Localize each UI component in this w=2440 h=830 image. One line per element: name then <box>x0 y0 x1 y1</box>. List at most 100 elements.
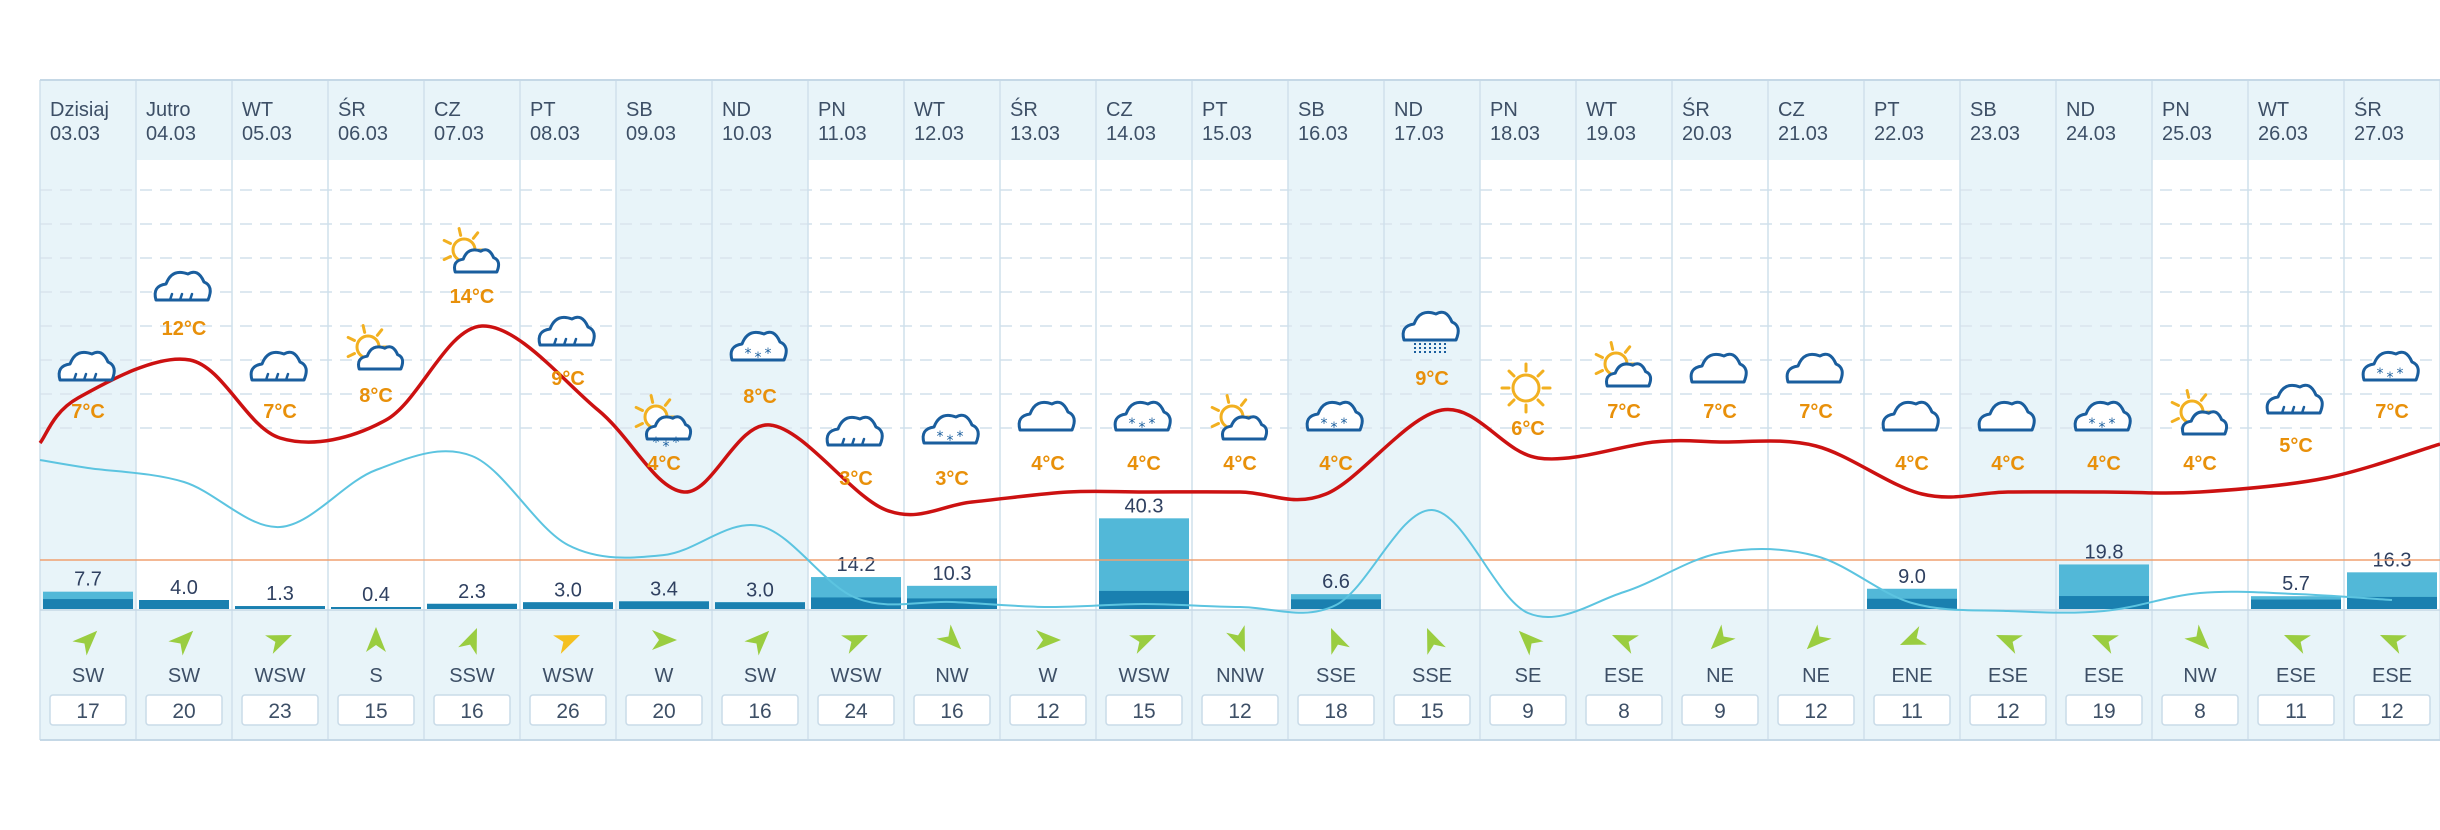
wind-speed-box <box>1393 694 1471 726</box>
precip-bar-fill <box>139 600 229 609</box>
wind-speed-box <box>529 694 607 726</box>
wind-direction: W <box>655 665 674 687</box>
rain-drop <box>72 372 78 382</box>
precip-bar-fill <box>2059 596 2149 609</box>
rain-drop <box>284 372 290 382</box>
precip-label: 0.4 <box>362 584 390 606</box>
sun-ray <box>442 238 452 245</box>
arrow-shape <box>1129 635 1157 654</box>
cloud-shape <box>825 415 884 447</box>
cloud-rain-icon <box>249 350 308 382</box>
wind-speed: 15 <box>1420 700 1443 723</box>
snow-flake: * <box>947 433 954 449</box>
sun-cloud-icon <box>346 324 405 371</box>
wind-arrow-icon <box>168 630 194 656</box>
wind-arrow-icon <box>936 624 962 650</box>
wind-direction: ESE <box>2372 665 2412 687</box>
arrow-shape <box>2091 635 2119 654</box>
precip-bar-fill <box>427 603 517 609</box>
precip-bar-fill <box>715 602 805 609</box>
wind-direction: NE <box>1802 665 1830 687</box>
cloud-snow-icon: * * * <box>729 330 788 366</box>
temperature-label: 4°C <box>2087 453 2121 475</box>
precip-bar-fill <box>619 601 709 609</box>
arrow-shape <box>2283 635 2311 654</box>
snow-flake: * <box>1321 416 1328 432</box>
wind-direction: S <box>369 665 382 687</box>
wind-arrow-icon <box>72 630 98 656</box>
wind-direction: WSW <box>1118 665 1169 687</box>
wind-arrow-icon <box>1226 625 1245 653</box>
wind-arrow-icon <box>265 635 293 654</box>
wind-direction: W <box>1039 665 1058 687</box>
precip-label: 6.6 <box>1322 571 1350 593</box>
rain-drop <box>572 337 578 347</box>
day-date: 18.03 <box>1490 123 1540 145</box>
sun-ray <box>1210 422 1220 429</box>
wind-arrow-icon <box>744 630 770 656</box>
wind-speed: 20 <box>172 700 195 723</box>
sun-ray <box>1507 398 1516 407</box>
precip-bar-fill <box>2347 596 2437 609</box>
weekend-column <box>1960 160 2056 610</box>
wind-speed-box <box>2257 694 2335 726</box>
arrow-shape <box>1036 630 1061 650</box>
wind-speed: 12 <box>1228 700 1251 723</box>
wind-arrow-icon <box>1036 630 1061 650</box>
temperature-label: 3°C <box>935 468 969 490</box>
rain-drop <box>562 337 568 347</box>
wind-arrow-icon <box>366 627 386 652</box>
wind-arrow-icon <box>1899 626 1927 645</box>
arrow-shape <box>1518 630 1544 656</box>
precip-label: 10.3 <box>933 563 972 585</box>
cloud-shape <box>1785 352 1844 384</box>
wind-speed-box <box>1969 694 2047 726</box>
cloud-shape <box>2073 400 2132 432</box>
sun-shape <box>1511 373 1541 403</box>
cloud-snow-icon: * * * <box>1113 400 1172 436</box>
cloud-shape <box>357 345 405 371</box>
arrow-shape <box>366 627 386 652</box>
rain-drop <box>552 337 558 347</box>
cloud-shape <box>1605 362 1653 388</box>
temperature-label: 6°C <box>1511 418 1545 440</box>
sun-ray <box>1594 369 1604 376</box>
cloud-icon <box>1785 352 1844 384</box>
day-date: 12.03 <box>914 123 964 145</box>
rain-drop <box>274 372 280 382</box>
arrow-shape <box>1995 635 2023 654</box>
wind-direction: ESE <box>2276 665 2316 687</box>
sun-ray <box>1623 345 1632 354</box>
wind-speed: 16 <box>940 700 963 723</box>
rain-drop <box>178 292 184 302</box>
arrow-shape <box>1806 624 1832 650</box>
snow-flake: * <box>2387 370 2394 386</box>
cloud-rain-icon <box>57 350 116 382</box>
arrow-shape <box>652 630 677 650</box>
day-name: CZ <box>1106 99 1133 121</box>
day-date: 10.03 <box>722 123 772 145</box>
sun-ray <box>2170 400 2180 407</box>
weekend-column <box>40 160 136 610</box>
day-date: 15.03 <box>1202 123 1252 145</box>
wind-speed: 23 <box>268 700 291 723</box>
wind-speed-box <box>1105 694 1183 726</box>
wind-speed-box <box>2065 694 2143 726</box>
sun-ray <box>346 352 356 359</box>
arrow-shape <box>1331 627 1350 655</box>
wind-speed-box <box>1009 694 1087 726</box>
day-date: 27.03 <box>2354 123 2404 145</box>
day-name: PT <box>1202 99 1228 121</box>
wind-direction: ESE <box>2084 665 2124 687</box>
temperature-label: 4°C <box>1031 453 1065 475</box>
day-date: 06.03 <box>338 123 388 145</box>
day-name: Dzisiaj <box>50 99 109 121</box>
wind-arrow-icon <box>553 635 581 654</box>
sun-ray <box>2199 393 2208 402</box>
day-name: WT <box>242 99 273 121</box>
sun-ray <box>649 394 655 404</box>
sun-ray <box>1609 341 1615 351</box>
cloud-shape <box>1017 400 1076 432</box>
cloud-snow-icon: * * * <box>2361 350 2420 386</box>
day-name: ND <box>2066 99 2095 121</box>
